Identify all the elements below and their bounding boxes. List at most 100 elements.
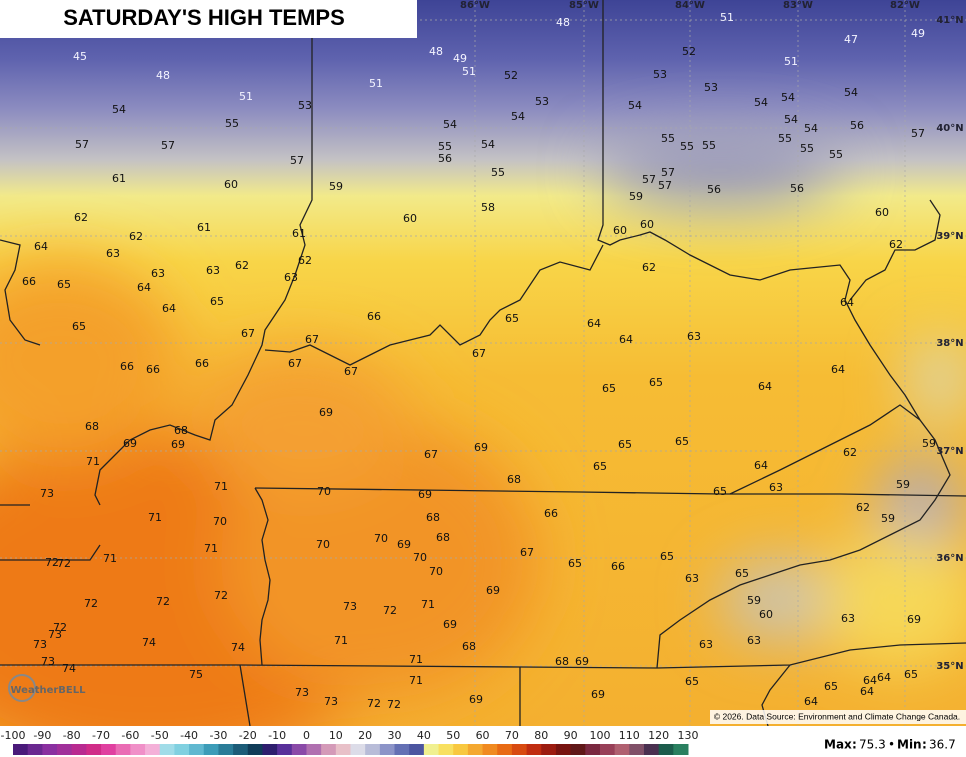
colorbar-segment xyxy=(291,744,307,755)
temperature-label: 63 xyxy=(284,271,298,284)
temperature-label: 59 xyxy=(629,190,643,203)
temperature-label: 72 xyxy=(53,621,67,634)
temperature-label: 74 xyxy=(231,641,245,654)
min-label: Min xyxy=(897,738,922,752)
temperature-label: 54 xyxy=(112,103,126,116)
temperature-label: 64 xyxy=(619,333,633,346)
temperature-label: 49 xyxy=(911,27,925,40)
temperature-label: 59 xyxy=(329,180,343,193)
latitude-label: 39°N xyxy=(936,231,963,242)
min-value: 36.7 xyxy=(929,738,956,752)
colorbar-segment xyxy=(218,744,234,755)
temperature-label: 74 xyxy=(62,662,76,675)
temperature-label: 64 xyxy=(831,363,845,376)
temperature-label: 66 xyxy=(146,363,160,376)
longitude-label: 86°W xyxy=(460,0,490,11)
colorbar-segment xyxy=(394,744,410,755)
temperature-label: 64 xyxy=(860,685,874,698)
colorbar-tick-label: -30 xyxy=(209,729,227,742)
temperature-label: 57 xyxy=(911,127,925,140)
temperature-label: 71 xyxy=(409,674,423,687)
temperature-label: 67 xyxy=(305,333,319,346)
temperature-label: 67 xyxy=(288,357,302,370)
temperature-label: 65 xyxy=(568,557,582,570)
latitude-label: 38°N xyxy=(936,338,963,349)
latitude-label: 35°N xyxy=(936,661,963,672)
temperature-label: 63 xyxy=(687,330,701,343)
temperature-label: 63 xyxy=(747,634,761,647)
temperature-label: 71 xyxy=(409,653,423,666)
temperature-label: 69 xyxy=(591,688,605,701)
colorbar-segment xyxy=(262,744,278,755)
temperature-label: 53 xyxy=(704,81,718,94)
colorbar-tick-label: 50 xyxy=(446,729,460,742)
colorbar-segment xyxy=(71,744,87,755)
colorbar-tick-label: 90 xyxy=(564,729,578,742)
temperature-label: 60 xyxy=(403,212,417,225)
colorbar-segment xyxy=(27,744,43,755)
temperature-label: 61 xyxy=(197,221,211,234)
colorbar-segment xyxy=(673,744,689,755)
colorbar-segment xyxy=(570,744,586,755)
temperature-label: 60 xyxy=(613,224,627,237)
colorbar-tick-label: 60 xyxy=(476,729,490,742)
temperature-label: 48 xyxy=(156,69,170,82)
temperature-label: 57 xyxy=(75,138,89,151)
temperature-label: 73 xyxy=(324,695,338,708)
colorbar: -100 -90 -80 -70 -60 -50 -40 -30 -20 -10 0 10 20 30 40… xyxy=(1,729,699,755)
colorbar-tick-label: -100 xyxy=(1,729,26,742)
temperature-label: 59 xyxy=(747,594,761,607)
temperature-label: 64 xyxy=(840,296,854,309)
temperature-label: 66 xyxy=(22,275,36,288)
stats: Max : 75.3 • Min : 36.7 xyxy=(824,738,956,752)
colorbar-segment xyxy=(115,744,131,755)
temperature-label: 64 xyxy=(877,671,891,684)
temperature-label: 69 xyxy=(469,693,483,706)
colorbar-segment xyxy=(130,744,146,755)
temperature-label: 71 xyxy=(421,598,435,611)
temperature-label: 65 xyxy=(904,668,918,681)
temperature-label: 72 xyxy=(156,595,170,608)
temperature-label: 65 xyxy=(57,278,71,291)
colorbar-tick-label: -60 xyxy=(121,729,139,742)
temperature-label: 54 xyxy=(754,96,768,109)
temperature-label: 68 xyxy=(426,511,440,524)
temperature-label: 57 xyxy=(642,173,656,186)
temperature-label: 69 xyxy=(123,437,137,450)
temperature-label: 64 xyxy=(804,695,818,708)
temperature-label: 54 xyxy=(511,110,525,123)
temperature-label: 54 xyxy=(443,118,457,131)
temperature-label: 67 xyxy=(344,365,358,378)
temperature-label: 61 xyxy=(292,227,306,240)
latitude-label: 40°N xyxy=(936,123,963,134)
temperature-label: 55 xyxy=(778,132,792,145)
temperature-label: 71 xyxy=(148,511,162,524)
temperature-label: 65 xyxy=(735,567,749,580)
temperature-label: 74 xyxy=(142,636,156,649)
colorbar-tick-label: -70 xyxy=(92,729,110,742)
colorbar-segment xyxy=(658,744,674,755)
temperature-label: 75 xyxy=(189,668,203,681)
colorbar-tick-label: -80 xyxy=(63,729,81,742)
temperature-label: 52 xyxy=(682,45,696,58)
colorbar-segment xyxy=(247,744,263,755)
temperature-label: 65 xyxy=(685,675,699,688)
separator: • xyxy=(888,738,895,752)
temperature-label: 69 xyxy=(575,655,589,668)
temperature-label: 56 xyxy=(790,182,804,195)
temperature-label: 70 xyxy=(429,565,443,578)
temperature-label: 47 xyxy=(844,33,858,46)
colorbar-segment xyxy=(555,744,572,755)
temperature-label: 54 xyxy=(481,138,495,151)
temperature-label: 62 xyxy=(298,254,312,267)
colorbar-segment xyxy=(365,744,381,755)
temperature-label: 62 xyxy=(856,501,870,514)
temperature-label: 68 xyxy=(462,640,476,653)
temperature-label: 72 xyxy=(214,589,228,602)
colorbar-tick-label: -20 xyxy=(239,729,257,742)
temperature-label: 48 xyxy=(556,16,570,29)
temperature-label: 58 xyxy=(481,201,495,214)
temperature-label: 55 xyxy=(680,140,694,153)
longitude-label: 83°W xyxy=(783,0,813,11)
